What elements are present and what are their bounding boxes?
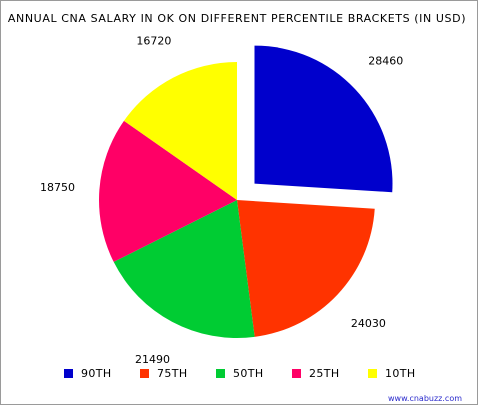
legend-label-10th: 10TH [385, 367, 416, 380]
legend-label-50th: 50TH [233, 367, 264, 380]
legend-swatch-75th [140, 369, 149, 378]
chart-title: ANNUAL CNA SALARY IN OK ON DIFFERENT PER… [8, 12, 466, 25]
legend-label-75th: 75TH [157, 367, 188, 380]
legend-swatch-25th [292, 369, 301, 378]
pie-slice-50th [113, 200, 255, 338]
data-label-10th: 16720 [136, 34, 171, 47]
data-label-50th: 21490 [135, 353, 170, 366]
pie-slices [99, 45, 393, 338]
legend-swatch-10th [368, 369, 377, 378]
site-credit: www.cnabuzz.com [388, 394, 462, 403]
pie-data-labels: 28460 24030 21490 18750 16720 [40, 34, 403, 366]
pie-slice-90th [254, 45, 393, 193]
legend-label-90th: 90TH [81, 367, 112, 380]
pie-slice-10th [123, 62, 237, 200]
legend-swatch-90th [64, 369, 73, 378]
legend-label-25th: 25TH [309, 367, 340, 380]
legend-swatch-50th [216, 369, 225, 378]
pie-slice-75th [237, 200, 375, 337]
legend: 90TH 75TH 50TH 25TH 10TH [64, 367, 416, 380]
pie-slice-25th [99, 120, 237, 262]
data-label-25th: 18750 [40, 181, 75, 194]
data-label-90th: 28460 [368, 54, 403, 67]
data-label-75th: 24030 [351, 317, 386, 330]
